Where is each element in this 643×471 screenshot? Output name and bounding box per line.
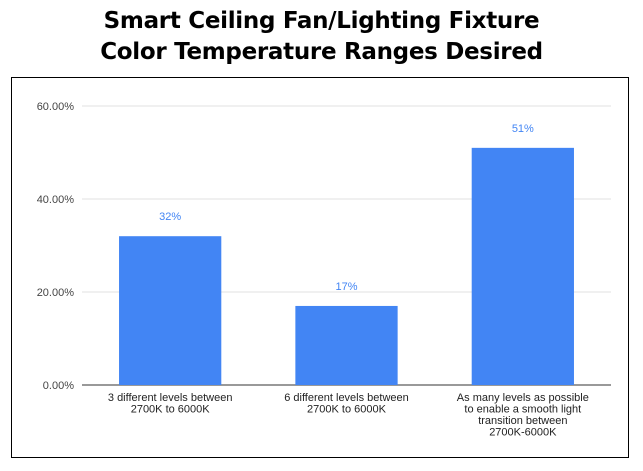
x-category-label: As many levels as possible — [457, 392, 589, 404]
x-category-label: transition between — [478, 415, 567, 427]
y-tick-label: 60.00% — [37, 101, 75, 113]
x-category-label: 2700K to 6000K — [131, 404, 211, 416]
x-category-label: 2700K to 6000K — [307, 404, 387, 416]
bar — [471, 147, 574, 385]
data-label: 32% — [159, 211, 181, 223]
chart-title-line-2: Color Temperature Ranges Desired — [100, 39, 543, 65]
y-tick-label: 20.00% — [37, 287, 75, 299]
chart-frame: 0.00% 20.00% 40.00% 60.00% 32% 3 different le… — [11, 77, 629, 458]
y-tick-label: 0.00% — [43, 380, 74, 392]
bar — [295, 305, 398, 385]
x-category-label: 2700K-6000K — [489, 427, 557, 439]
y-tick-label: 40.00% — [37, 194, 75, 206]
x-category-label: to enable a smooth light — [464, 404, 581, 416]
x-category-label: 6 different levels between — [284, 392, 409, 404]
chart-title: Smart Ceiling Fan/Lighting Fixture Color… — [0, 6, 643, 68]
data-label: 17% — [335, 281, 357, 293]
data-label: 51% — [512, 123, 534, 135]
x-category-label: 3 different levels between — [108, 392, 233, 404]
bar — [119, 236, 222, 385]
chart-title-line-1: Smart Ceiling Fan/Lighting Fixture — [103, 8, 540, 34]
bar-chart: 0.00% 20.00% 40.00% 60.00% 32% 3 different le… — [37, 101, 611, 439]
